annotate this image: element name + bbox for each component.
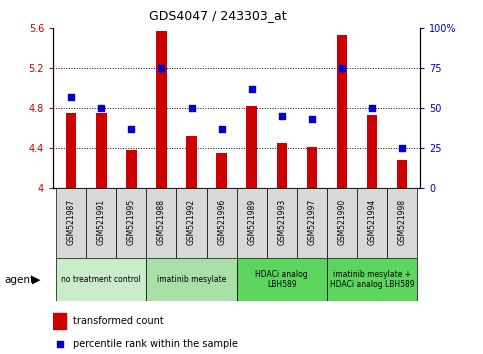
Text: GSM521998: GSM521998 bbox=[398, 199, 407, 245]
Bar bbox=[146, 188, 176, 258]
Text: HDACi analog
LBH589: HDACi analog LBH589 bbox=[256, 270, 308, 289]
Point bbox=[338, 65, 346, 71]
Bar bbox=[297, 188, 327, 258]
Text: ▶: ▶ bbox=[32, 275, 41, 285]
Point bbox=[98, 105, 105, 111]
Bar bbox=[207, 188, 237, 258]
Text: GSM521993: GSM521993 bbox=[277, 199, 286, 245]
Point bbox=[157, 65, 165, 71]
Text: GSM521992: GSM521992 bbox=[187, 199, 196, 245]
Bar bbox=[327, 258, 417, 301]
Text: agent: agent bbox=[5, 275, 35, 285]
Text: GSM521988: GSM521988 bbox=[157, 199, 166, 245]
Point bbox=[67, 94, 75, 100]
Point bbox=[368, 105, 376, 111]
Point bbox=[218, 126, 226, 132]
Point bbox=[56, 341, 63, 347]
Bar bbox=[337, 35, 347, 188]
Point bbox=[308, 116, 316, 122]
Bar bbox=[307, 147, 317, 188]
Bar bbox=[96, 113, 107, 188]
Bar bbox=[66, 113, 76, 188]
Text: no treatment control: no treatment control bbox=[61, 275, 141, 284]
Point bbox=[278, 113, 285, 119]
Bar bbox=[116, 188, 146, 258]
Bar bbox=[327, 188, 357, 258]
Bar bbox=[357, 188, 387, 258]
Bar bbox=[387, 188, 417, 258]
Bar bbox=[126, 150, 137, 188]
Point bbox=[248, 86, 256, 92]
Bar bbox=[267, 188, 297, 258]
Text: percentile rank within the sample: percentile rank within the sample bbox=[73, 339, 238, 349]
Text: GSM521989: GSM521989 bbox=[247, 199, 256, 245]
Bar bbox=[156, 31, 167, 188]
Text: GSM521990: GSM521990 bbox=[338, 199, 346, 245]
Text: transformed count: transformed count bbox=[73, 316, 164, 326]
Text: GSM521987: GSM521987 bbox=[67, 199, 76, 245]
Text: GSM521994: GSM521994 bbox=[368, 199, 377, 245]
Point bbox=[128, 126, 135, 132]
Bar bbox=[277, 143, 287, 188]
Bar bbox=[86, 188, 116, 258]
Bar bbox=[246, 106, 257, 188]
Bar bbox=[146, 258, 237, 301]
Bar bbox=[56, 258, 146, 301]
Text: GDS4047 / 243303_at: GDS4047 / 243303_at bbox=[149, 9, 286, 22]
Bar bbox=[216, 153, 227, 188]
Text: GSM521995: GSM521995 bbox=[127, 199, 136, 245]
Bar bbox=[237, 258, 327, 301]
Bar bbox=[237, 188, 267, 258]
Bar bbox=[397, 160, 408, 188]
Bar bbox=[53, 313, 66, 329]
Text: imatinib mesylate +
HDACi analog LBH589: imatinib mesylate + HDACi analog LBH589 bbox=[330, 270, 414, 289]
Text: GSM521997: GSM521997 bbox=[307, 199, 316, 245]
Point bbox=[398, 145, 406, 151]
Point bbox=[188, 105, 196, 111]
Bar bbox=[176, 188, 207, 258]
Text: GSM521991: GSM521991 bbox=[97, 199, 106, 245]
Text: GSM521996: GSM521996 bbox=[217, 199, 226, 245]
Bar bbox=[367, 115, 377, 188]
Bar bbox=[56, 188, 86, 258]
Bar bbox=[186, 136, 197, 188]
Text: imatinib mesylate: imatinib mesylate bbox=[157, 275, 226, 284]
